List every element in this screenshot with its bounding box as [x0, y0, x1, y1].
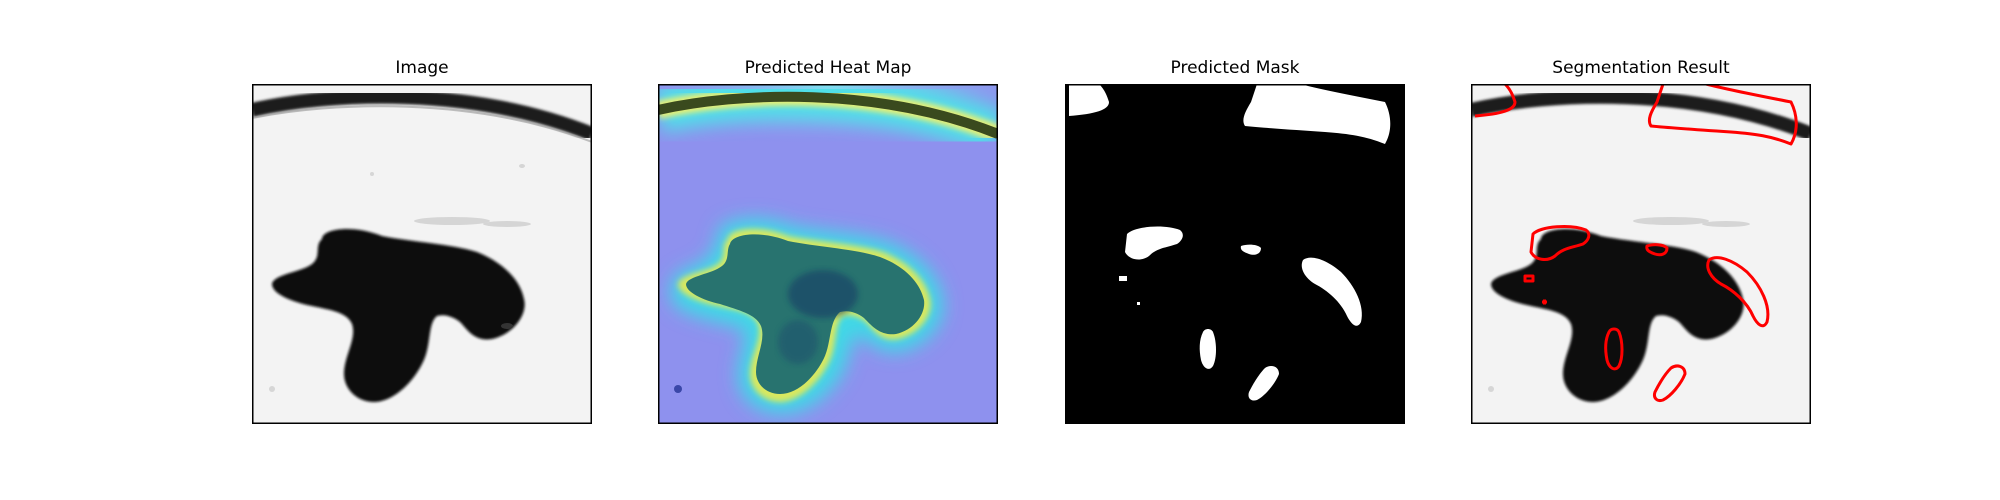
mask-region-lower-left	[1199, 329, 1216, 369]
mask-region-mid-left	[1125, 226, 1183, 260]
image-panel-title: Image	[395, 58, 449, 78]
segmentation-panel-title: Segmentation Result	[1552, 58, 1730, 78]
contour-dot-1	[1523, 274, 1535, 283]
contour-top-left	[1474, 84, 1517, 118]
mask-panel-title: Predicted Mask	[1170, 58, 1300, 78]
contour-lower-left	[1604, 327, 1624, 371]
heatmap-panel-title: Predicted Heat Map	[744, 58, 912, 78]
image-texture	[269, 164, 531, 392]
panel-frame	[252, 84, 592, 424]
mask-regions	[1069, 84, 1391, 401]
mask-region-dot-2	[1137, 302, 1140, 305]
mask-canvas	[1065, 84, 1405, 424]
heatmap-panel: Predicted Heat Map	[658, 0, 998, 430]
contour-mid-left	[1529, 225, 1591, 261]
segmentation-canvas	[1471, 84, 1811, 424]
contour-top-right	[1647, 84, 1798, 146]
contour-dot-2	[1542, 299, 1547, 305]
contour-right	[1706, 256, 1770, 328]
image-panel: Image	[252, 0, 592, 430]
image-blob	[272, 228, 525, 402]
mask-region-top-left	[1069, 84, 1109, 116]
segmentation-blob	[1491, 228, 1744, 402]
segmentation-panel: Segmentation Result	[1471, 0, 1811, 430]
panel-frame	[658, 84, 998, 424]
mask-region-dot-1	[1119, 276, 1127, 281]
contour-mid-small	[1645, 243, 1669, 257]
panel-frame	[1471, 84, 1811, 424]
mask-region-right	[1301, 257, 1362, 326]
segmentation-contours	[1474, 84, 1798, 402]
mask-region-top-right	[1243, 84, 1391, 144]
heatmap-canvas	[658, 84, 998, 424]
image-canvas	[252, 84, 592, 424]
mask-background	[1065, 84, 1405, 424]
mask-panel: Predicted Mask	[1065, 0, 1405, 430]
image-tube	[252, 89, 592, 141]
mask-region-mid-small	[1240, 244, 1261, 255]
panel-frame	[1065, 84, 1405, 424]
mask-region-lower-right	[1248, 366, 1279, 401]
contour-lower-right	[1653, 364, 1687, 402]
